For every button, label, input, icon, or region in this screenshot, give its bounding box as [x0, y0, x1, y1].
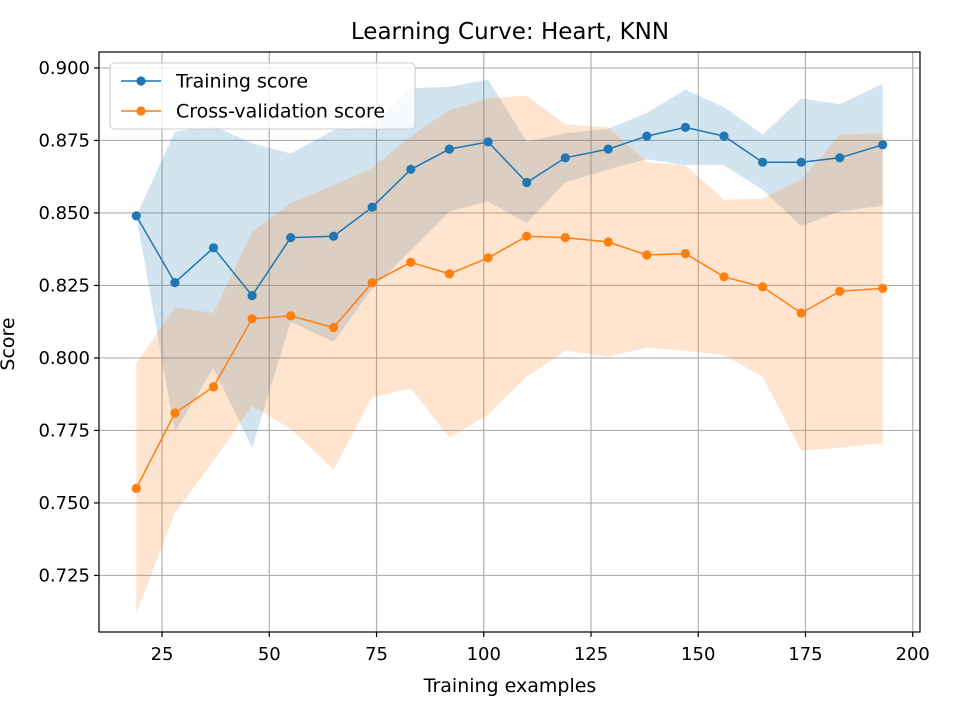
data-point: [522, 231, 532, 241]
score-bands: [136, 79, 883, 614]
x-tick-label: 75: [365, 644, 388, 665]
x-tick-label: 25: [151, 644, 174, 665]
data-point: [603, 144, 613, 154]
x-tick-label: 100: [467, 644, 501, 665]
axis-ticks: 25 50 75 100 125 150 175 200 0.725 0.750 0.775 0.80…: [38, 58, 929, 665]
data-point: [329, 231, 339, 241]
y-tick-label: 0.850: [38, 203, 90, 224]
data-point: [483, 137, 493, 147]
data-point: [208, 243, 219, 253]
data-point: [483, 253, 493, 263]
data-point: [680, 249, 691, 259]
data-point: [170, 278, 180, 288]
data-point: [835, 286, 845, 296]
y-tick-label: 0.900: [38, 58, 90, 79]
chart-title: Learning Curve: Heart, KNN: [351, 19, 669, 45]
data-point: [131, 483, 141, 493]
legend-box: [109, 62, 416, 130]
std-band: [136, 95, 883, 614]
data-point: [878, 283, 888, 293]
data-point: [406, 164, 416, 174]
x-tick-label: 125: [574, 644, 608, 665]
legend-label: Training score: [175, 71, 308, 93]
data-point: [642, 131, 652, 141]
data-point: [444, 269, 454, 279]
legend: Training score Cross-validation score: [109, 62, 416, 130]
data-point: [680, 122, 691, 132]
data-point: [878, 140, 888, 150]
data-point: [170, 408, 180, 418]
legend-marker: [136, 106, 146, 116]
data-point: [796, 308, 806, 318]
data-point: [286, 311, 296, 321]
y-tick-label: 0.800: [38, 348, 90, 369]
data-point: [719, 131, 729, 141]
x-tick-label: 150: [681, 644, 715, 665]
y-tick-label: 0.875: [38, 130, 90, 151]
y-tick-label: 0.775: [38, 420, 90, 441]
data-point: [208, 382, 219, 392]
data-point: [560, 153, 570, 163]
data-point: [522, 177, 532, 188]
data-point: [796, 157, 806, 167]
data-point: [758, 282, 768, 292]
x-tick-label: 50: [258, 644, 281, 665]
data-point: [444, 144, 454, 154]
y-tick-label: 0.750: [38, 493, 90, 514]
data-point: [367, 278, 377, 288]
data-point: [247, 314, 257, 324]
y-axis-label: Score: [0, 317, 19, 370]
data-point: [560, 233, 570, 243]
x-tick-label: 200: [896, 644, 930, 665]
std-band: [136, 79, 883, 448]
data-point: [642, 250, 652, 260]
data-point: [329, 322, 339, 333]
data-point: [247, 291, 257, 301]
y-tick-label: 0.725: [38, 565, 90, 586]
data-point: [758, 157, 768, 167]
x-tick-label: 175: [788, 644, 822, 665]
data-point: [719, 272, 729, 282]
data-point: [286, 233, 296, 243]
axes-frame: [98, 51, 921, 633]
y-tick-label: 0.825: [38, 275, 90, 296]
data-point: [603, 237, 613, 247]
series-lines: [131, 122, 888, 493]
series-line: [135, 235, 883, 489]
legend-label: Cross-validation score: [176, 101, 385, 123]
series-line: [135, 126, 883, 297]
data-point: [131, 211, 141, 221]
grid: [99, 52, 920, 632]
data-point: [406, 257, 416, 267]
data-point: [835, 153, 845, 163]
legend-marker: [136, 76, 146, 86]
x-axis-label: Training examples: [423, 675, 597, 697]
data-point: [367, 202, 377, 212]
